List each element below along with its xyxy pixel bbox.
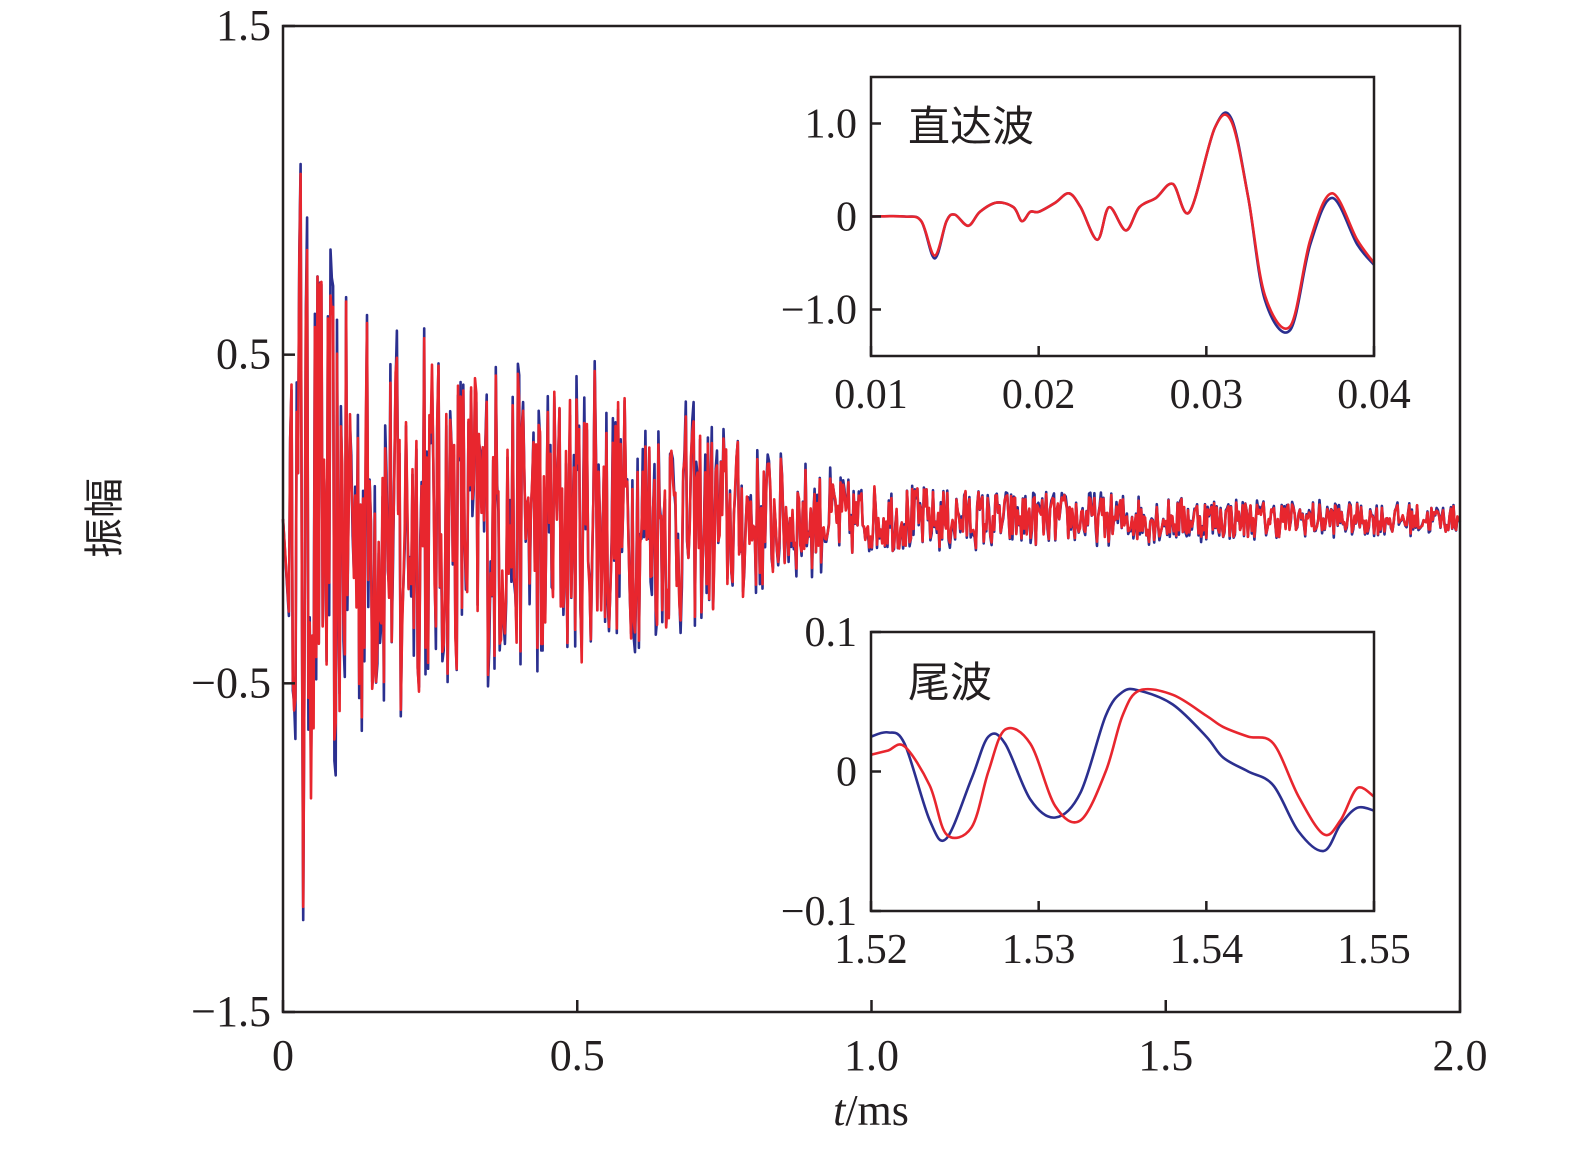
inset-coda-ticks [869, 630, 1376, 913]
y-axis-label: 振幅 [82, 478, 128, 558]
main-ticks [281, 24, 1462, 1014]
main-x-tick-label: 0.5 [550, 1031, 605, 1080]
main-x-tick-label: 1.5 [1138, 1031, 1193, 1080]
inset-direct-background [871, 77, 1374, 356]
main-y-tick-label: −0.5 [191, 658, 271, 707]
inset-coda-title: 尾波 [908, 658, 992, 707]
inset-coda-y-tick-label: 0.1 [805, 610, 858, 656]
main-y-tick-label: 0.5 [216, 330, 271, 379]
inset-coda-tick-labels: 1.52 1.53 1.54 1.55 0.1 0 −0.1 [781, 610, 1411, 973]
inset-coda-y-tick-label: −0.1 [781, 889, 857, 935]
inset-coda-series-group [870, 687, 1375, 853]
inset-coda-series-red [870, 687, 1375, 840]
inset-direct-y-tick-label: −1.0 [781, 288, 857, 334]
main-series-group [281, 162, 1462, 922]
main-x-tick-label: 1.0 [844, 1031, 899, 1080]
inset-direct-x-tick-label: 0.03 [1170, 372, 1244, 418]
inset-coda-background [871, 632, 1374, 911]
inset-direct-x-tick-label: 0.04 [1337, 372, 1411, 418]
inset-direct-series-group [870, 111, 1376, 334]
inset-direct-y-tick-label: 0 [836, 195, 857, 241]
main-y-tick-label: 1.5 [216, 1, 271, 50]
inset-direct-y-tick-label: 1.0 [805, 102, 858, 148]
main-series-red [281, 172, 1462, 909]
main-x-tick-label: 0 [272, 1031, 294, 1080]
inset-direct-wave: 0.01 0.02 0.03 0.04 1.0 0 −1.0 直达波 [781, 75, 1411, 419]
inset-direct-ticks [869, 122, 1376, 356]
inset-direct-tick-labels: 0.01 0.02 0.03 0.04 1.0 0 −1.0 [781, 102, 1411, 419]
inset-coda-y-tick-label: 0 [836, 750, 857, 796]
inset-direct-x-tick-label: 0.02 [1002, 372, 1076, 418]
inset-coda-x-tick-label: 1.52 [834, 927, 908, 973]
x-axis-label: t/ms [833, 1086, 909, 1135]
x-axis-label-var: t [833, 1086, 847, 1135]
x-axis-label-unit: /ms [845, 1086, 909, 1135]
inset-direct-title: 直达波 [908, 102, 1034, 151]
main-y-tick-label: −1.5 [191, 987, 271, 1036]
main-chart: 0 0.5 1.0 1.5 2.0 1.5 0.5 −0.5 −1.5 振幅 t/ms [82, 1, 1488, 1135]
inset-coda-wave: 1.52 1.53 1.54 1.55 0.1 0 −0.1 尾波 [781, 610, 1411, 973]
inset-coda-x-tick-label: 1.55 [1337, 927, 1411, 973]
inset-coda-x-tick-label: 1.54 [1170, 927, 1244, 973]
inset-coda-x-tick-label: 1.53 [1002, 927, 1076, 973]
main-x-tick-label: 2.0 [1433, 1031, 1488, 1080]
inset-direct-series-red [870, 113, 1376, 330]
inset-direct-x-tick-label: 0.01 [834, 372, 908, 418]
inset-coda-series-blue [870, 687, 1375, 853]
main-tick-labels: 0 0.5 1.0 1.5 2.0 1.5 0.5 −0.5 −1.5 [191, 1, 1487, 1080]
